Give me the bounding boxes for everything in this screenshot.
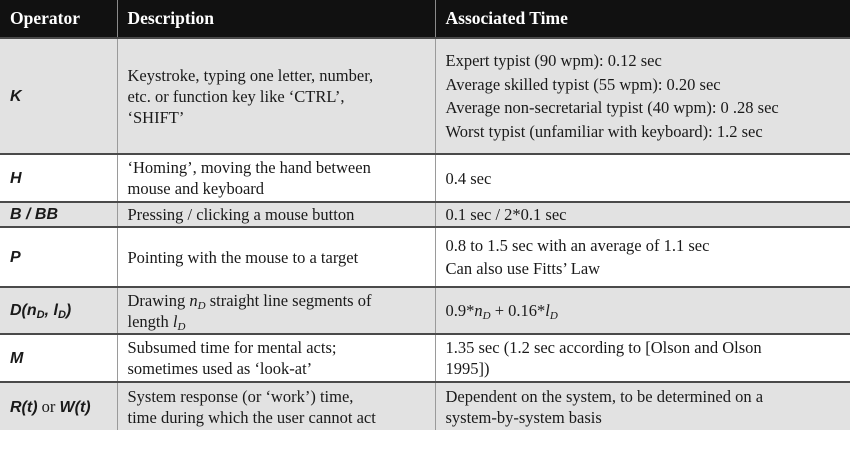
time-line: 1.35 sec (1.2 sec according to [Olson an… bbox=[445, 338, 762, 357]
operator-cell: H bbox=[0, 153, 118, 202]
description-cell: Subsumed time for mental acts; sometimes… bbox=[117, 333, 436, 382]
time-line: Average non-secretarial typist (40 wpm):… bbox=[445, 98, 779, 117]
description-cell: ‘Homing’, moving the hand between mouse … bbox=[117, 153, 436, 202]
description-line: time during which the user cannot act bbox=[127, 407, 376, 427]
description-line: ‘SHIFT’ bbox=[127, 107, 185, 127]
time-line: system-by-system basis bbox=[445, 407, 602, 427]
time-cell: Expert typist (90 wpm): 0.12 sec Average… bbox=[435, 37, 850, 154]
operator-text: , l bbox=[44, 302, 58, 319]
math-subscript: D bbox=[549, 310, 558, 322]
header-description: Description bbox=[117, 0, 436, 38]
description-text: length bbox=[127, 311, 173, 331]
table-row-mental: M Subsumed time for mental acts; sometim… bbox=[0, 333, 850, 382]
description-line: ‘Homing’, moving the hand between bbox=[127, 158, 371, 177]
operator-text: ) bbox=[65, 302, 72, 319]
time-line: 0.1 sec / 2*0.1 sec bbox=[445, 205, 567, 224]
description-text: straight line segments of bbox=[205, 290, 372, 310]
operator-subscript: D bbox=[57, 309, 66, 321]
operator-subscript: D bbox=[36, 309, 45, 321]
time-cell: Dependent on the system, to be determine… bbox=[435, 381, 850, 430]
description-line: length lD bbox=[127, 311, 431, 333]
table-row-keystroke: K Keystroke, typing one letter, number, … bbox=[0, 37, 850, 154]
goms-operators-table: Operator Description Associated Time K K… bbox=[0, 0, 850, 430]
time-line: Worst typist (unfamiliar with keyboard):… bbox=[445, 121, 763, 141]
header-row: Operator Description Associated Time bbox=[0, 0, 850, 38]
description-line: Pressing / clicking a mouse button bbox=[127, 205, 355, 224]
description-line: Subsumed time for mental acts; bbox=[127, 338, 337, 357]
description-cell: System response (or ‘work’) time, time d… bbox=[117, 381, 436, 430]
description-cell: Drawing nD straight line segments of len… bbox=[117, 286, 436, 334]
time-line: 0.4 sec bbox=[445, 168, 492, 188]
table-row-drawing: D(nD, lD) Drawing nD straight line segme… bbox=[0, 286, 850, 334]
table-row-pointing: P Pointing with the mouse to a target 0.… bbox=[0, 226, 850, 287]
time-line: Can also use Fitts’ Law bbox=[445, 259, 601, 278]
time-cell: 0.9*nD + 0.16*lD bbox=[435, 286, 850, 334]
description-cell: Pointing with the mouse to a target bbox=[117, 226, 436, 287]
operator-cell: B / BB bbox=[0, 201, 118, 227]
math-subscript: D bbox=[482, 310, 491, 322]
operator-text: W(t) bbox=[59, 398, 91, 416]
description-line: Keystroke, typing one letter, number, bbox=[127, 65, 374, 85]
time-text: 0.9* bbox=[445, 301, 475, 320]
table-row-response: R(t) or W(t) System response (or ‘work’)… bbox=[0, 381, 850, 430]
header-associated-time: Associated Time bbox=[445, 8, 568, 28]
operator-text: R(t) bbox=[10, 398, 38, 416]
math-variable: n bbox=[189, 290, 198, 310]
operator-connector: or bbox=[37, 396, 60, 416]
time-text: + 0.16* bbox=[490, 301, 546, 320]
time-line: 1995]) bbox=[445, 359, 490, 378]
description-line: etc. or function key like ‘CTRL’, bbox=[127, 86, 345, 106]
operator-cell: R(t) or W(t) bbox=[0, 381, 118, 430]
time-cell: 0.4 sec bbox=[435, 153, 850, 202]
description-line: System response (or ‘work’) time, bbox=[127, 386, 354, 406]
description-line: mouse and keyboard bbox=[127, 179, 265, 198]
operator-cell: P bbox=[0, 226, 118, 287]
operator-cell: K bbox=[0, 37, 118, 154]
table-row-homing: H ‘Homing’, moving the hand between mous… bbox=[0, 153, 850, 202]
time-cell: 0.1 sec / 2*0.1 sec bbox=[435, 201, 850, 227]
description-cell: Pressing / clicking a mouse button bbox=[117, 201, 436, 227]
time-line: Expert typist (90 wpm): 0.12 sec bbox=[445, 51, 662, 70]
time-cell: 0.8 to 1.5 sec with an average of 1.1 se… bbox=[435, 226, 850, 287]
table-row-button: B / BB Pressing / clicking a mouse butto… bbox=[0, 201, 850, 227]
time-line: Average skilled typist (55 wpm): 0.20 se… bbox=[445, 74, 721, 94]
operator-text: D(n bbox=[10, 302, 37, 319]
time-line: 0.8 to 1.5 sec with an average of 1.1 se… bbox=[445, 235, 710, 255]
header-operator: Operator bbox=[0, 0, 118, 38]
description-line: Pointing with the mouse to a target bbox=[127, 247, 359, 267]
description-line: Drawing nD straight line segments of bbox=[127, 290, 431, 312]
time-line: Dependent on the system, to be determine… bbox=[445, 386, 764, 406]
operator-cell: M bbox=[0, 333, 118, 382]
operator-cell: D(nD, lD) bbox=[0, 286, 118, 334]
math-variable: n bbox=[474, 301, 483, 320]
time-cell: 1.35 sec (1.2 sec according to [Olson an… bbox=[435, 333, 850, 382]
description-cell: Keystroke, typing one letter, number, et… bbox=[117, 37, 436, 154]
description-line: sometimes used as ‘look-at’ bbox=[127, 359, 313, 378]
math-variable: l bbox=[172, 311, 178, 331]
math-subscript: D bbox=[177, 320, 186, 333]
description-text: Drawing bbox=[127, 290, 190, 310]
math-subscript: D bbox=[197, 299, 206, 312]
math-variable: l bbox=[545, 301, 550, 320]
